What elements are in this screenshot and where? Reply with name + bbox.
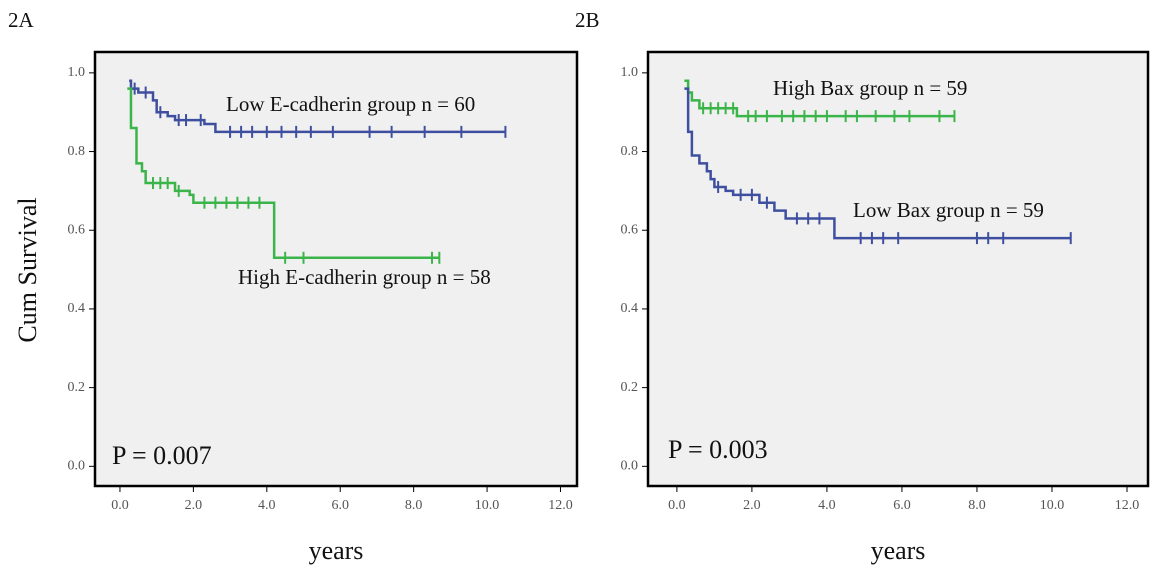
plot-area: [93, 50, 579, 488]
curve-label: Low E-cadherin group n = 60: [226, 92, 475, 116]
y-tick-label: 0.0: [68, 459, 86, 474]
x-tick-label: 6.0: [331, 498, 349, 513]
x-axis-title: years: [309, 536, 364, 565]
survival-curve: [684, 79, 955, 118]
panel-label: 2B: [575, 8, 600, 32]
y-tick-label: 0.2: [621, 380, 639, 395]
curve-label: Low Bax group n = 59: [853, 198, 1044, 222]
y-tick-label: 0.8: [68, 144, 86, 159]
y-tick-label: 1.0: [621, 65, 639, 80]
y-tick-label: 0.4: [68, 301, 86, 316]
x-tick-label: 12.0: [548, 498, 573, 513]
curve-label: High Bax group n = 59: [773, 76, 967, 100]
x-tick-label: 2.0: [743, 498, 761, 513]
x-tick-label: 4.0: [818, 498, 836, 513]
p-value: P = 0.003: [668, 435, 768, 464]
x-tick-label: 10.0: [475, 498, 500, 513]
x-tick-label: 8.0: [405, 498, 423, 513]
survival-curve: [684, 87, 1071, 240]
y-tick-label: 0.0: [621, 459, 639, 474]
y-tick-label: 0.6: [621, 222, 639, 237]
y-tick-label: 0.4: [621, 301, 639, 316]
y-axis-title: Cum Survival: [13, 197, 42, 342]
panel-label: 2A: [8, 8, 35, 32]
y-tick-label: 0.2: [68, 380, 86, 395]
x-tick-label: 2.0: [185, 498, 203, 513]
survival-curve: [129, 79, 506, 134]
plot-area: [646, 50, 1150, 488]
p-value: P = 0.007: [112, 441, 212, 470]
x-axis-title: years: [871, 536, 926, 565]
y-tick-label: 0.6: [68, 222, 86, 237]
x-tick-label: 8.0: [968, 498, 986, 513]
x-tick-label: 10.0: [1040, 498, 1065, 513]
y-tick-label: 0.8: [621, 144, 639, 159]
x-tick-label: 6.0: [893, 498, 911, 513]
x-tick-label: 4.0: [258, 498, 276, 513]
x-tick-label: 0.0: [111, 498, 129, 513]
x-tick-label: 0.0: [668, 498, 686, 513]
x-tick-label: 12.0: [1115, 498, 1140, 513]
y-tick-label: 1.0: [68, 65, 86, 80]
curve-label: High E-cadherin group n = 58: [238, 265, 491, 289]
